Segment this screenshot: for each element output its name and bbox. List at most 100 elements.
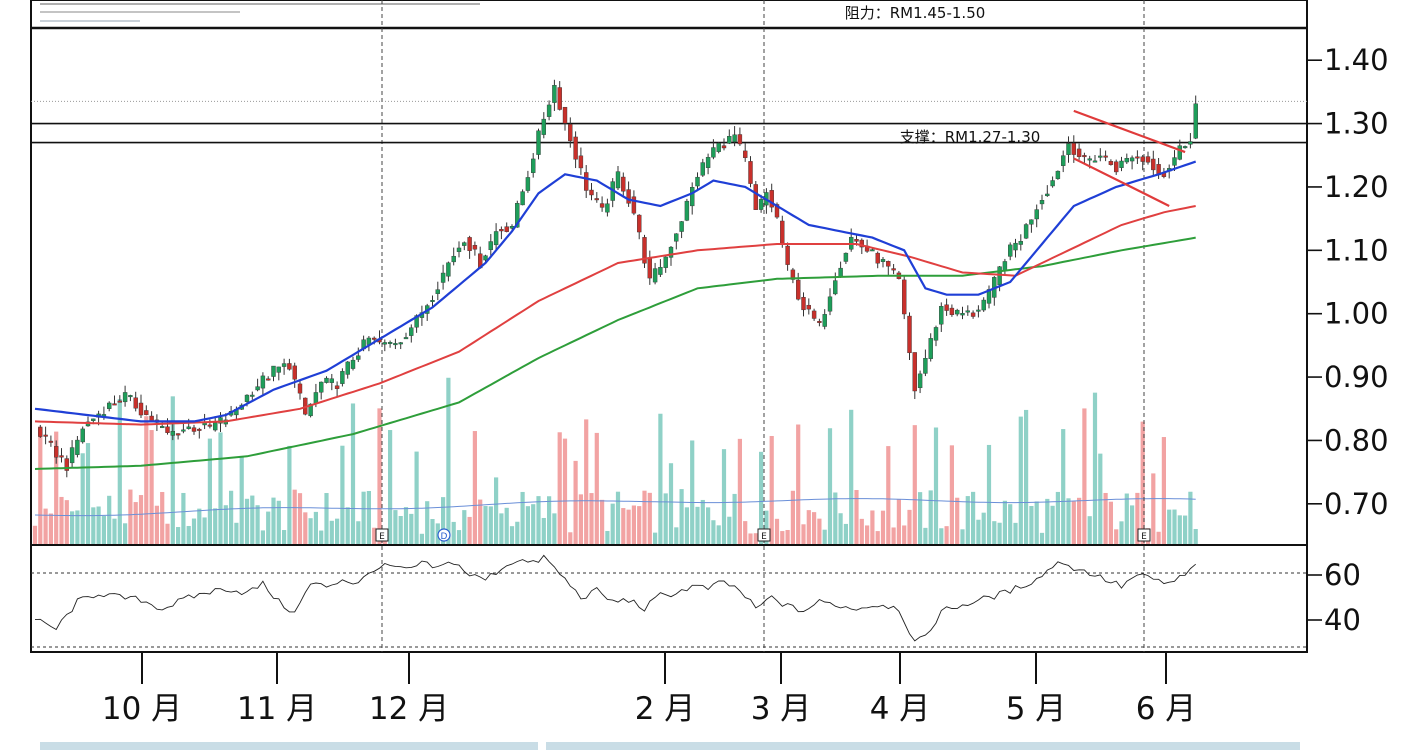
volume-bar: [48, 513, 53, 544]
price-tick-label: 0.70: [1324, 487, 1389, 521]
candlestick: [382, 339, 387, 352]
volume-bar: [859, 518, 864, 544]
volume-bar: [398, 516, 403, 544]
volume-bar: [658, 413, 663, 544]
volume-bar: [541, 517, 546, 544]
candle-up: [75, 439, 80, 455]
candle-up: [313, 392, 319, 404]
candlestick: [880, 257, 886, 268]
candle-up: [446, 262, 451, 277]
volume-bar: [668, 463, 674, 544]
price-tick-label: 0.90: [1324, 360, 1389, 394]
candle-down: [902, 279, 907, 315]
volume-bar: [764, 510, 769, 544]
candlestick: [801, 292, 806, 317]
dividend-marker: [437, 528, 451, 542]
candle-up: [658, 266, 663, 275]
candle-down: [796, 279, 801, 300]
candlestick: [1082, 152, 1087, 164]
volume-bar: [144, 416, 149, 544]
candlestick: [891, 263, 896, 275]
candle-down: [504, 226, 509, 232]
candle-down: [748, 161, 753, 184]
price-tick-label: 1.10: [1324, 233, 1389, 267]
volume-bar: [684, 507, 689, 544]
volume-bar: [1124, 493, 1129, 544]
candlestick: [684, 198, 690, 222]
volume-bar: [1114, 529, 1119, 544]
candlestick: [467, 235, 472, 259]
candlestick: [1023, 223, 1029, 240]
candle-up: [976, 309, 981, 312]
candle-up: [271, 365, 276, 377]
candle-down: [133, 397, 138, 409]
candle-down: [117, 400, 123, 403]
volume-bar: [250, 495, 255, 544]
candlestick: [626, 181, 631, 207]
volume-bar: [229, 490, 234, 544]
candle-down: [334, 385, 340, 389]
candle-up: [923, 358, 928, 374]
candlestick: [472, 241, 478, 256]
candle-up: [493, 231, 499, 246]
candle-up: [1029, 219, 1034, 225]
volume-bar: [552, 513, 557, 544]
volume-bar: [557, 432, 562, 544]
candle-up: [965, 310, 970, 313]
candlestick: [711, 139, 716, 160]
candlestick: [260, 372, 266, 396]
candlestick: [758, 194, 764, 213]
volume-bar: [759, 451, 764, 544]
volume-bar: [647, 492, 652, 544]
candle-up: [260, 375, 266, 389]
volume-bar: [1108, 501, 1113, 544]
volume-bar: [1039, 532, 1045, 544]
month-label: 6 月: [1136, 691, 1197, 727]
candle-up: [1182, 146, 1188, 149]
candlestick: [1119, 156, 1124, 172]
volume-bar: [785, 529, 790, 544]
volume-bar: [986, 444, 992, 544]
volume-bar: [1140, 421, 1145, 544]
bottom-panel-strip: [40, 742, 538, 750]
candlestick: [440, 264, 446, 290]
candlestick: [69, 440, 75, 469]
candle-down: [817, 320, 822, 323]
candle-up: [1034, 209, 1039, 220]
volume-bar: [854, 490, 859, 544]
candle-up: [106, 402, 112, 409]
candlestick: [64, 455, 70, 478]
candle-down: [557, 87, 562, 110]
volume-bar: [817, 518, 822, 544]
rsi-tick-label: 40: [1324, 603, 1361, 637]
volume-bar: [54, 431, 59, 544]
candlestick: [902, 275, 907, 320]
candlestick: [446, 261, 451, 282]
price-axis: 1.40 1.30 1.20 1.10 1.00 0.90 0.80 0.70 60 40: [1307, 43, 1389, 637]
candlestick: [499, 226, 504, 240]
candle-up: [159, 426, 165, 429]
volume-bar: [149, 430, 154, 544]
candlestick: [732, 126, 737, 147]
candle-up: [398, 342, 403, 345]
volume-bar: [631, 505, 636, 544]
volume-bar: [520, 491, 525, 544]
candle-up: [1188, 141, 1193, 145]
candlestick: [1140, 154, 1145, 171]
candle-down: [886, 261, 891, 267]
candlestick: [568, 117, 573, 148]
event-marker-label: E: [379, 532, 385, 542]
volume-bar: [1087, 516, 1092, 544]
candlestick: [817, 318, 822, 327]
volume-bar: [70, 511, 75, 544]
volume-bar: [806, 510, 811, 544]
candlestick: [112, 395, 117, 406]
candle-down: [292, 365, 297, 380]
candle-up: [255, 386, 260, 391]
candlestick: [345, 361, 350, 379]
month-label: 3 月: [751, 691, 812, 727]
volume-bar: [276, 500, 281, 544]
volume-bar: [197, 508, 202, 544]
candle-down: [737, 134, 743, 145]
volume-bar: [1092, 392, 1098, 544]
